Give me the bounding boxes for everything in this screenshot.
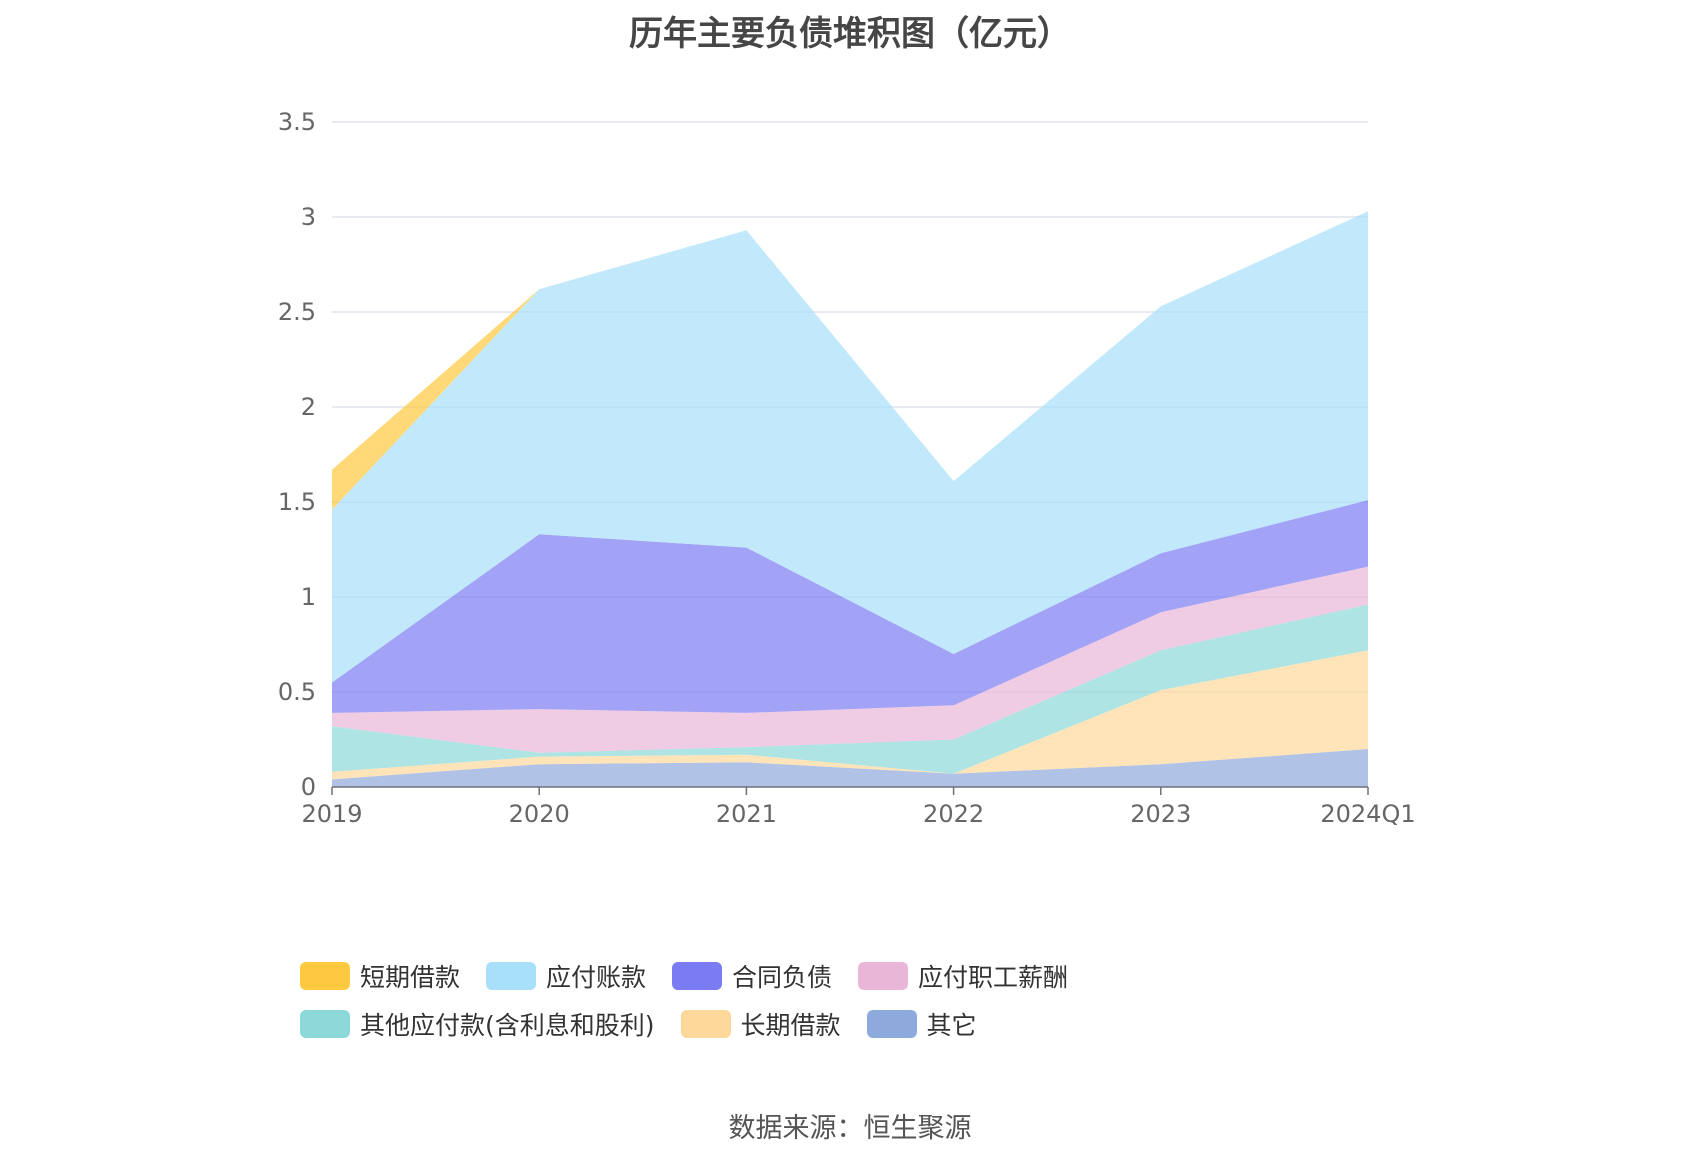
legend-item[interactable]: 应付职工薪酬 [858,955,1068,997]
legend-swatch [300,1010,350,1038]
legend-swatch [672,962,723,990]
x-tick-label: 2021 [716,800,777,828]
series-area-其他应付款(含利息和股利) [332,604,1368,774]
legend-item[interactable]: 其它 [866,1003,977,1045]
legend-item[interactable]: 其他应付款(含利息和股利) [300,1003,655,1045]
x-tick-label: 2024Q1 [1320,800,1415,828]
y-tick-label: 3 [301,203,316,231]
series-area-长期借款 [332,650,1368,780]
x-tick-label: 2020 [509,800,570,828]
x-tick-label: 2022 [923,800,984,828]
y-tick-label: 0.5 [278,678,316,706]
legend-label: 合同负债 [732,963,833,992]
x-tick-label: 2019 [301,800,362,828]
y-tick-label: 1 [301,583,316,611]
series-area-应付账款 [332,211,1368,683]
legend-item[interactable]: 长期借款 [680,1003,841,1045]
legend: 短期借款 应付账款 合同负债 应付职工薪酬其他应付款(含利息和股利) 长期借款 其它 [300,955,1420,1051]
axes: 0 0.5 1 1.5 2 2.5 3 3.5 2019 2020 2021 2022 2023 2024… [278,108,1416,828]
legend-label: 应付职工薪酬 [918,963,1069,992]
legend-swatch [680,1010,731,1038]
legend-label: 其它 [926,1011,977,1040]
y-tick-label: 1.5 [278,488,316,516]
legend-item[interactable]: 短期借款 [300,955,460,997]
chart-title: 历年主要负债堆积图（亿元） [629,14,1071,54]
series-area-应付职工薪酬 [332,566,1368,753]
legend-label: 长期借款 [740,1011,841,1040]
data-source-note: 数据来源：恒生聚源 [728,1113,972,1144]
legend-label: 短期借款 [360,963,461,992]
y-tick-label: 3.5 [278,108,316,136]
legend-swatch [300,962,350,990]
series-area-合同负债 [332,500,1368,713]
legend-swatch [866,1010,917,1038]
y-tick-label: 0 [301,773,316,801]
legend-swatch [486,962,537,990]
legend-swatch [858,962,909,990]
series-areas [332,211,1368,787]
legend-label: 其他应付款(含利息和股利) [360,1011,655,1040]
y-tick-label: 2 [301,393,316,421]
x-tick-label: 2023 [1130,800,1191,828]
y-tick-label: 2.5 [278,298,316,326]
legend-label: 应付账款 [546,963,647,992]
legend-item[interactable]: 合同负债 [672,955,832,997]
legend-item[interactable]: 应付账款 [486,955,646,997]
